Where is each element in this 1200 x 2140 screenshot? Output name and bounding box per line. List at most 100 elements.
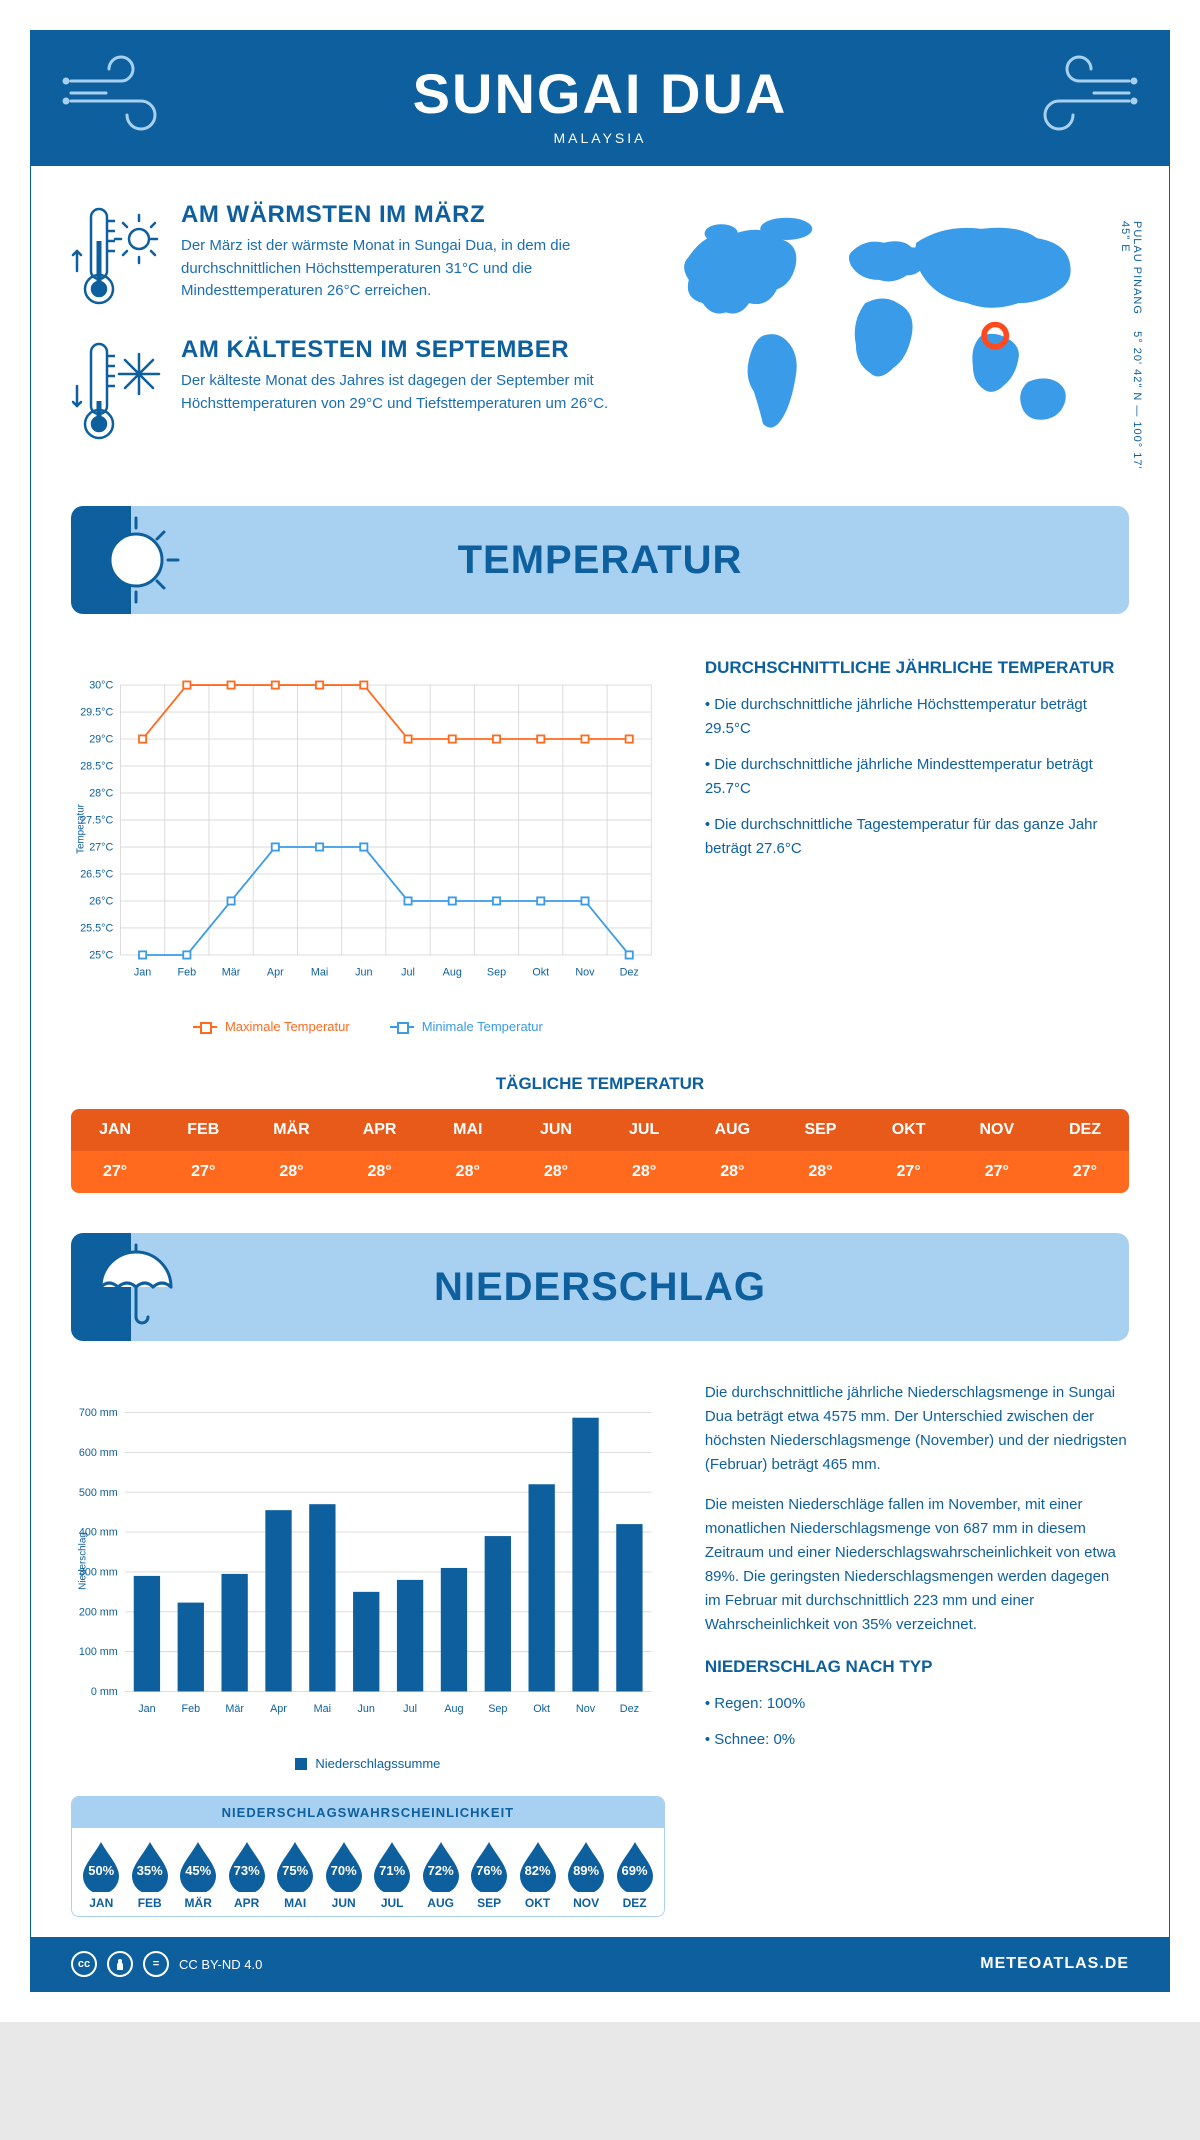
precip-type-item: Regen: 100% <box>705 1692 1129 1716</box>
daily-value: 28° <box>424 1151 512 1193</box>
svg-text:500 mm: 500 mm <box>79 1487 118 1499</box>
daily-month: MAI <box>424 1109 512 1151</box>
daily-month: APR <box>336 1109 424 1151</box>
temperature-chart: 25°C25.5°C26°C26.5°C27°C27.5°C28°C28.5°C… <box>71 654 665 1034</box>
svg-text:Aug: Aug <box>444 1703 463 1715</box>
precip-drop: 73% APR <box>223 1840 269 1910</box>
svg-text:Jul: Jul <box>403 1703 417 1715</box>
temperature-block: 25°C25.5°C26°C26.5°C27°C27.5°C28°C28.5°C… <box>31 624 1169 1054</box>
precip-drop: 76% SEP <box>466 1840 512 1910</box>
daily-temp-title: TÄGLICHE TEMPERATUR <box>31 1074 1169 1094</box>
precip-drop: 72% AUG <box>417 1840 463 1910</box>
svg-text:26.5°C: 26.5°C <box>80 869 113 881</box>
legend-min-label: Minimale Temperatur <box>422 1019 543 1034</box>
precip-block: 0 mm100 mm200 mm300 mm400 mm500 mm600 mm… <box>31 1351 1169 1937</box>
svg-text:Mai: Mai <box>311 967 328 979</box>
svg-text:26°C: 26°C <box>89 896 113 908</box>
daily-month: MÄR <box>247 1109 335 1151</box>
temp-side-list: Die durchschnittliche jährliche Höchstte… <box>705 693 1129 861</box>
temperature-legend: Maximale Temperatur Minimale Temperatur <box>71 1019 665 1034</box>
svg-text:Mai: Mai <box>314 1703 331 1715</box>
svg-text:Jun: Jun <box>355 967 372 979</box>
temp-side-item: Die durchschnittliche jährliche Mindestt… <box>705 753 1129 801</box>
daily-month: OKT <box>865 1109 953 1151</box>
info-section: AM WÄRMSTEN IM MÄRZ Der März ist der wär… <box>31 166 1169 496</box>
world-map-icon <box>639 201 1129 461</box>
sun-icon <box>86 510 186 610</box>
precip-type-item: Schnee: 0% <box>705 1728 1129 1752</box>
daily-month: DEZ <box>1041 1109 1129 1151</box>
precip-drop: 71% JUL <box>369 1840 415 1910</box>
coordinates: PULAU PINANG 5° 20' 42" N — 100° 17' 45"… <box>1119 221 1143 471</box>
svg-text:0 mm: 0 mm <box>91 1686 118 1698</box>
daily-month: JUN <box>512 1109 600 1151</box>
page-subtitle: MALAYSIA <box>51 130 1149 146</box>
page-title: SUNGAI DUA <box>51 61 1149 126</box>
daily-value: 27° <box>865 1151 953 1193</box>
svg-text:Mär: Mär <box>225 1703 244 1715</box>
svg-text:25.5°C: 25.5°C <box>80 923 113 935</box>
precip-p2: Die meisten Niederschläge fallen im Nove… <box>705 1493 1129 1637</box>
precip-drop: 69% DEZ <box>611 1840 657 1910</box>
coldest-text: Der kälteste Monat des Jahres ist dagege… <box>181 370 609 415</box>
footer-site: METEOATLAS.DE <box>980 1955 1129 1973</box>
warmest-fact: AM WÄRMSTEN IM MÄRZ Der März ist der wär… <box>71 201 609 311</box>
footer-license: cc = CC BY-ND 4.0 <box>71 1951 262 1977</box>
svg-text:100 mm: 100 mm <box>79 1646 118 1658</box>
daily-value: 28° <box>688 1151 776 1193</box>
header: SUNGAI DUA MALAYSIA <box>31 31 1169 166</box>
temp-side-title: DURCHSCHNITTLICHE JÄHRLICHE TEMPERATUR <box>705 654 1129 681</box>
svg-text:Jun: Jun <box>358 1703 375 1715</box>
daily-month: NOV <box>953 1109 1041 1151</box>
legend-precip-label: Niederschlagssumme <box>315 1756 440 1771</box>
precip-banner: NIEDERSCHLAG <box>71 1233 1129 1341</box>
svg-text:Aug: Aug <box>443 967 462 979</box>
svg-text:Nov: Nov <box>575 967 595 979</box>
precip-p1: Die durchschnittliche jährliche Niedersc… <box>705 1381 1129 1477</box>
precip-chart: 0 mm100 mm200 mm300 mm400 mm500 mm600 mm… <box>71 1381 665 1917</box>
daily-month: JUL <box>600 1109 688 1151</box>
daily-month: JAN <box>71 1109 159 1151</box>
temp-side-item: Die durchschnittliche Tagestemperatur fü… <box>705 813 1129 861</box>
coldest-fact: AM KÄLTESTEN IM SEPTEMBER Der kälteste M… <box>71 336 609 446</box>
precip-drop: 82% OKT <box>514 1840 560 1910</box>
svg-text:Niederschlag: Niederschlag <box>77 1532 88 1590</box>
temperature-title: TEMPERATUR <box>458 538 743 583</box>
precip-legend: Niederschlagssumme <box>71 1756 665 1771</box>
daily-month: SEP <box>776 1109 864 1151</box>
precip-title: NIEDERSCHLAG <box>434 1265 766 1310</box>
svg-text:Apr: Apr <box>270 1703 287 1715</box>
footer: cc = CC BY-ND 4.0 METEOATLAS.DE <box>31 1937 1169 1991</box>
svg-text:Apr: Apr <box>267 967 284 979</box>
page: SUNGAI DUA MALAYSIA <box>0 0 1200 2022</box>
svg-text:Sep: Sep <box>487 967 506 979</box>
svg-text:600 mm: 600 mm <box>79 1447 118 1459</box>
daily-value: 27° <box>71 1151 159 1193</box>
precip-drop: 50% JAN <box>78 1840 124 1910</box>
svg-text:Nov: Nov <box>576 1703 596 1715</box>
svg-text:29.5°C: 29.5°C <box>80 707 113 719</box>
license-text: CC BY-ND 4.0 <box>179 1957 262 1972</box>
svg-text:28°C: 28°C <box>89 788 113 800</box>
precip-prob-title: NIEDERSCHLAGSWAHRSCHEINLICHKEIT <box>72 1797 664 1828</box>
precip-type-list: Regen: 100% Schnee: 0% <box>705 1692 1129 1752</box>
svg-text:28.5°C: 28.5°C <box>80 761 113 773</box>
precip-drop: 75% MAI <box>272 1840 318 1910</box>
daily-value: 27° <box>953 1151 1041 1193</box>
daily-month: FEB <box>159 1109 247 1151</box>
svg-text:Jan: Jan <box>138 1703 155 1715</box>
svg-text:Temperatur: Temperatur <box>76 803 87 854</box>
svg-text:Okt: Okt <box>533 1703 550 1715</box>
svg-text:29°C: 29°C <box>89 734 113 746</box>
thermometer-cold-icon <box>71 336 161 446</box>
svg-text:27°C: 27°C <box>89 842 113 854</box>
svg-text:200 mm: 200 mm <box>79 1606 118 1618</box>
svg-text:25°C: 25°C <box>89 950 113 962</box>
map-column: PULAU PINANG 5° 20' 42" N — 100° 17' 45"… <box>639 201 1129 471</box>
svg-text:Dez: Dez <box>620 967 639 979</box>
daily-temp-table: JANFEBMÄRAPRMAIJUNJULAUGSEPOKTNOVDEZ 27°… <box>71 1109 1129 1193</box>
precip-side: Die durchschnittliche jährliche Niedersc… <box>705 1381 1129 1917</box>
warmest-text: Der März ist der wärmste Monat in Sungai… <box>181 235 609 303</box>
coldest-title: AM KÄLTESTEN IM SEPTEMBER <box>181 336 609 364</box>
warmest-title: AM WÄRMSTEN IM MÄRZ <box>181 201 609 229</box>
